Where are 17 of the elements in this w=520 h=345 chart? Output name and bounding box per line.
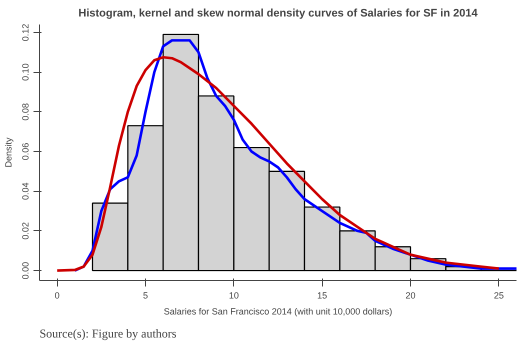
x-tick-label: 15 [317, 290, 328, 300]
y-tick-label: 0.12 [20, 24, 30, 42]
y-tick-label: 0.10 [20, 63, 30, 81]
y-tick-label: 0.08 [20, 103, 30, 121]
source-note: Source(s): Figure by authors [40, 326, 177, 340]
chart-title: Histogram, kernel and skew normal density curves of Salaries for SF in 2014 [78, 8, 478, 20]
y-tick-label: 0.04 [20, 182, 30, 200]
x-tick-label: 5 [142, 290, 148, 300]
y-tick-label: 0.06 [20, 142, 30, 160]
y-tick-label: 0.00 [20, 262, 30, 280]
y-axis-title: Density [4, 136, 14, 168]
y-tick-label: 0.02 [20, 222, 30, 240]
x-tick-label: 0 [54, 290, 60, 300]
x-tick-label: 25 [494, 290, 504, 300]
x-tick-label: 10 [228, 290, 239, 300]
x-tick-label: 20 [405, 290, 416, 300]
x-axis-title: Salaries for San Francisco 2014 (with unit 10,000 dollars) [164, 306, 392, 316]
